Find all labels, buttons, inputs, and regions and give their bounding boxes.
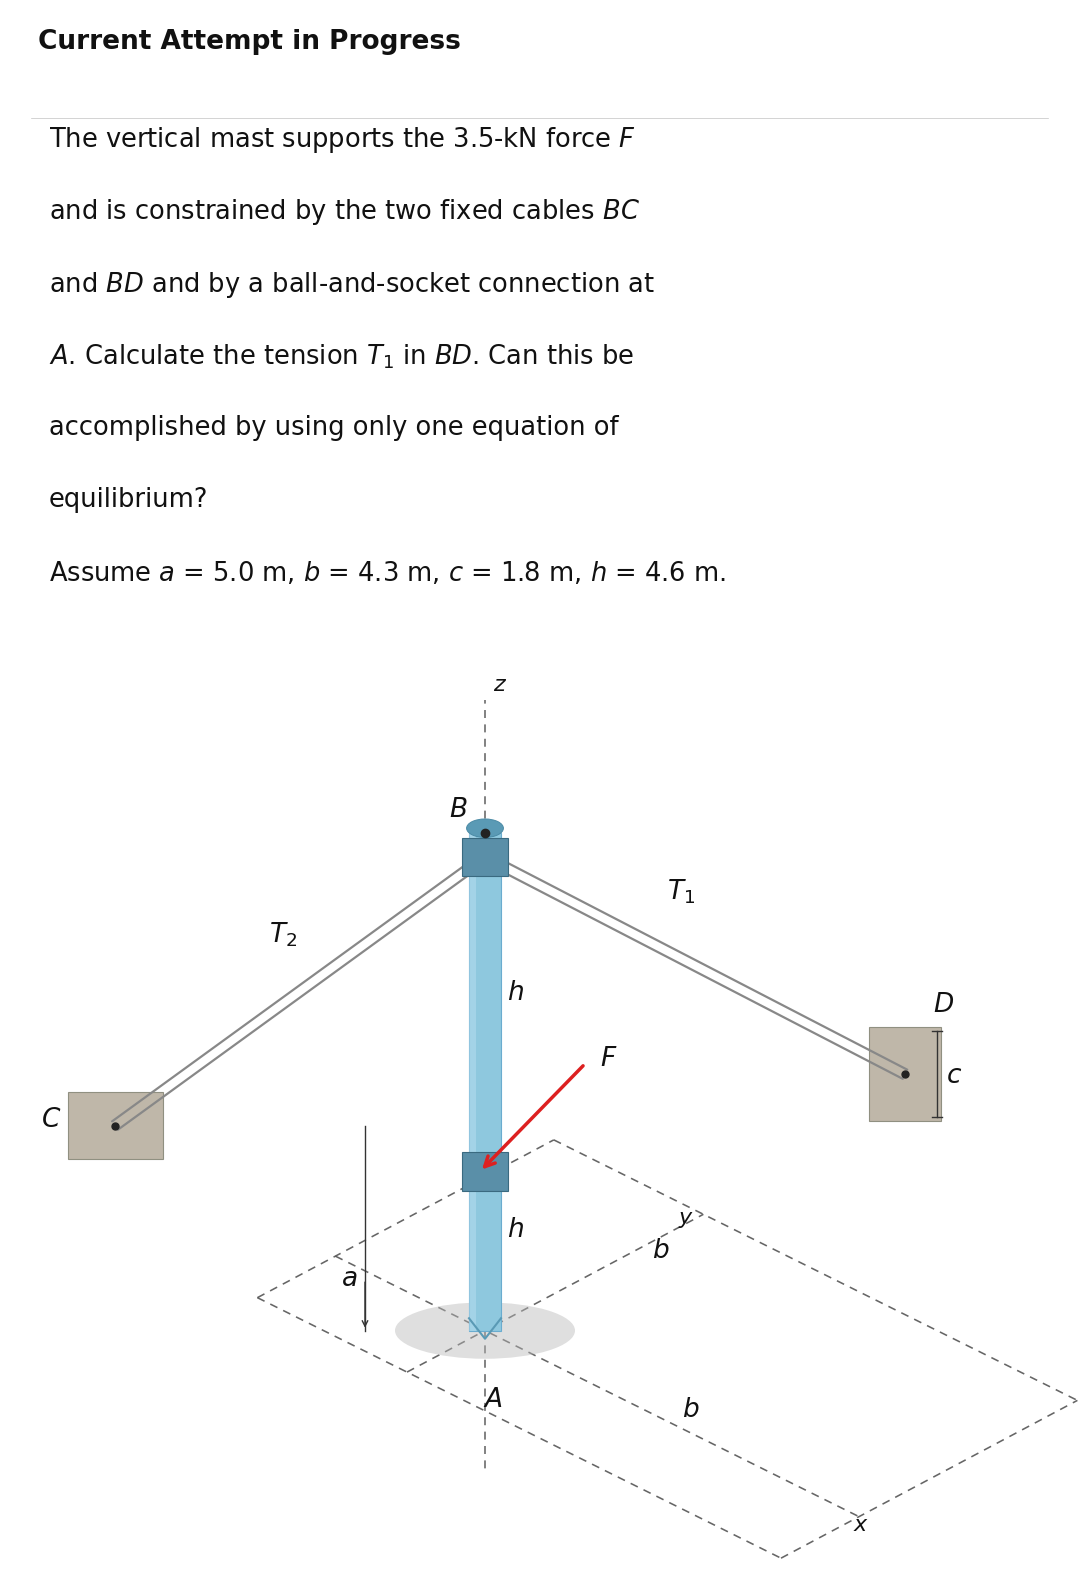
Text: C: C: [42, 1108, 60, 1134]
Text: equilibrium?: equilibrium?: [49, 487, 208, 513]
Text: z: z: [492, 675, 504, 696]
Text: $T_1$: $T_1$: [667, 877, 696, 906]
Ellipse shape: [395, 1302, 575, 1358]
Text: $\mathit{A}$. Calculate the tension $\mathit{T}_1$ in $\mathit{BD}$. Can this be: $\mathit{A}$. Calculate the tension $\ma…: [49, 342, 634, 371]
Text: b: b: [683, 1396, 699, 1423]
FancyBboxPatch shape: [869, 1027, 941, 1121]
Text: h: h: [507, 1216, 524, 1243]
Text: B: B: [449, 798, 467, 823]
Polygon shape: [469, 833, 476, 1331]
Text: x: x: [853, 1514, 867, 1535]
Text: c: c: [947, 1063, 961, 1089]
Text: y: y: [679, 1208, 692, 1229]
Text: Current Attempt in Progress: Current Attempt in Progress: [38, 29, 461, 56]
FancyBboxPatch shape: [67, 1092, 162, 1159]
Text: a: a: [342, 1266, 359, 1293]
Polygon shape: [462, 839, 508, 877]
Ellipse shape: [467, 818, 503, 837]
Text: A: A: [484, 1387, 502, 1414]
Text: The vertical mast supports the 3.5-kN force $\mathit{F}$: The vertical mast supports the 3.5-kN fo…: [49, 124, 636, 154]
Text: b: b: [651, 1239, 669, 1264]
Text: Assume $\mathit{a}$ = 5.0 m, $\mathit{b}$ = 4.3 m, $\mathit{c}$ = 1.8 m, $\mathi: Assume $\mathit{a}$ = 5.0 m, $\mathit{b}…: [49, 559, 726, 586]
Polygon shape: [462, 1153, 508, 1191]
Text: accomplished by using only one equation of: accomplished by using only one equation …: [49, 414, 618, 441]
Text: h: h: [507, 979, 524, 1006]
Text: $T_2$: $T_2$: [269, 920, 297, 949]
Polygon shape: [469, 833, 501, 1331]
Text: D: D: [933, 992, 954, 1017]
Text: and $\mathit{BD}$ and by a ball-and-socket connection at: and $\mathit{BD}$ and by a ball-and-sock…: [49, 269, 654, 299]
Text: and is constrained by the two fixed cables $\mathit{BC}$: and is constrained by the two fixed cabl…: [49, 197, 639, 228]
Text: F: F: [600, 1046, 616, 1071]
